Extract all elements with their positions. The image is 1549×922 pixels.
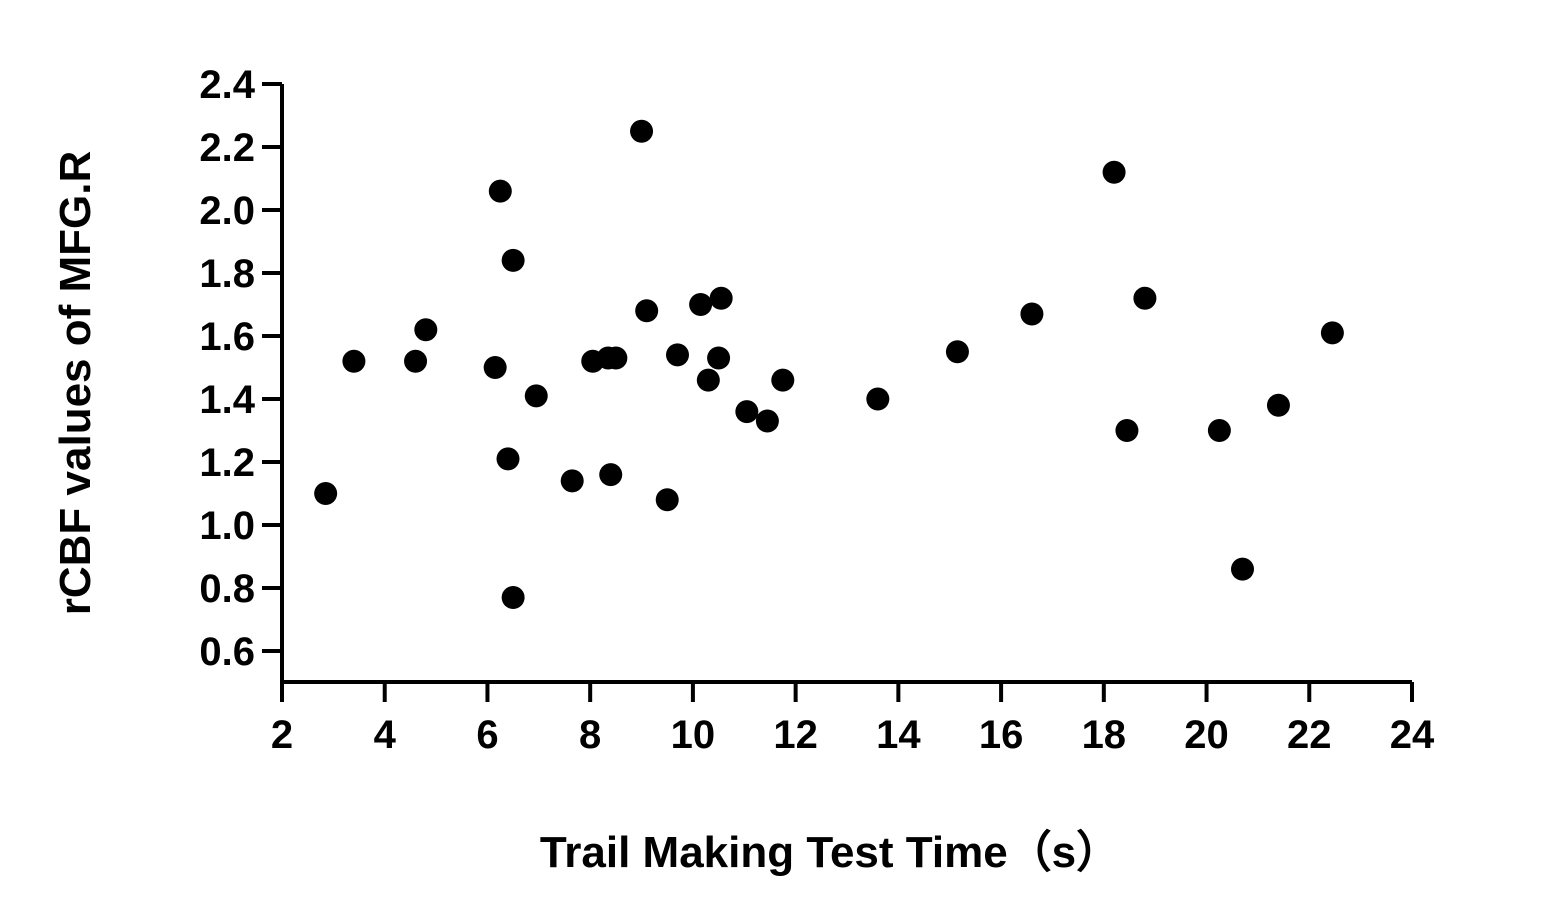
x-tick-label: 8 (579, 713, 601, 757)
data-point (1133, 286, 1157, 310)
data-point (524, 384, 548, 408)
x-tick-label: 2 (271, 713, 293, 757)
x-tick-label: 12 (773, 713, 818, 757)
data-point (1266, 393, 1290, 417)
x-axis: 2 4 6 8 10 12 14 16 18 20 22 24 (271, 680, 1435, 757)
data-point (666, 343, 689, 367)
data-point (314, 482, 338, 505)
data-point (342, 349, 366, 373)
data-point (707, 346, 731, 370)
y-tick-label: 2.0 (199, 189, 255, 233)
data-point (655, 488, 679, 512)
y-tick-label: 1.8 (199, 252, 255, 296)
data-point (1207, 419, 1231, 442)
x-tick-label: 16 (979, 713, 1024, 757)
y-tick-label: 0.8 (199, 567, 255, 611)
data-point (483, 356, 507, 379)
data-point (630, 119, 654, 143)
data-point (1102, 160, 1126, 184)
data-point (635, 299, 659, 323)
x-tick-label: 22 (1287, 713, 1332, 757)
y-axis: 0.6 0.8 1.0 1.2 1.4 1.6 1.8 2.0 2.2 2.4 (199, 63, 284, 682)
y-tick-label: 0.6 (199, 630, 255, 674)
x-tick-label: 18 (1082, 713, 1127, 757)
x-axis-title: Trail Making Test Time（s） (540, 828, 1120, 877)
x-tick-label: 14 (876, 713, 921, 757)
data-point (404, 349, 428, 373)
data-point (735, 400, 759, 424)
y-tick-label: 1.4 (199, 378, 255, 422)
data-point (709, 286, 733, 310)
data-point (501, 248, 525, 272)
data-point (771, 368, 795, 392)
data-points (314, 119, 1344, 609)
y-ticks: 0.6 0.8 1.0 1.2 1.4 1.6 1.8 2.0 2.2 2.4 (199, 63, 282, 674)
x-tick-label: 20 (1184, 713, 1229, 757)
data-point (1115, 419, 1139, 442)
data-point (1320, 321, 1344, 345)
y-tick-label: 1.2 (199, 441, 255, 485)
data-point (1020, 302, 1044, 326)
x-tick-label: 6 (476, 713, 498, 757)
data-point (501, 585, 525, 609)
data-point (599, 463, 623, 487)
data-point (1231, 557, 1254, 581)
data-point (696, 368, 720, 392)
data-point (560, 469, 584, 493)
data-point (945, 340, 969, 364)
y-axis-title: rCBF values of MFG.R (51, 151, 100, 616)
y-tick-label: 1.0 (199, 504, 255, 548)
data-point (689, 293, 713, 316)
x-tick-label: 10 (671, 713, 716, 757)
x-tick-label: 4 (374, 713, 397, 757)
data-point (866, 387, 890, 411)
data-point (488, 179, 512, 203)
y-tick-label: 2.4 (199, 63, 255, 107)
y-tick-label: 1.6 (199, 315, 255, 359)
data-point (414, 318, 438, 342)
x-tick-label: 24 (1390, 713, 1435, 757)
y-tick-label: 2.2 (199, 126, 255, 170)
data-point (496, 447, 520, 471)
data-point (604, 346, 628, 370)
x-ticks: 2 4 6 8 10 12 14 16 18 20 22 24 (271, 682, 1435, 757)
data-point (755, 409, 779, 433)
